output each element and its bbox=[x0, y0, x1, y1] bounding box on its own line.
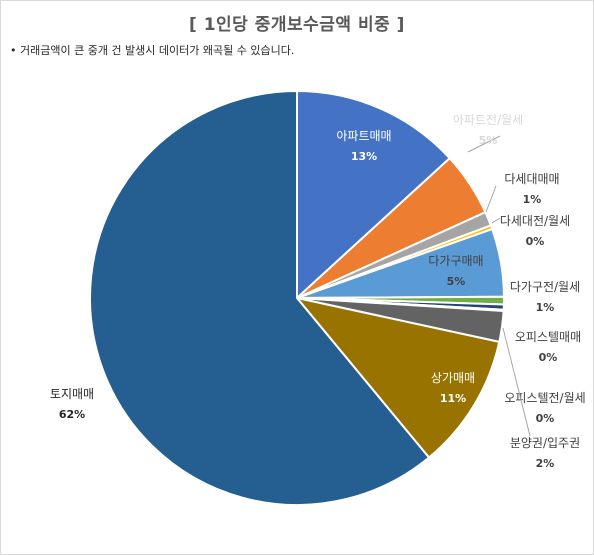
slice-percent-label: 5% bbox=[479, 134, 498, 147]
slice-percent-label: 5% bbox=[447, 275, 466, 288]
pie-slice bbox=[89, 90, 430, 506]
slice-percent-label: 2% bbox=[536, 457, 555, 470]
leader-line bbox=[467, 135, 501, 153]
slice-percent-label: 0% bbox=[536, 412, 555, 425]
leader-line bbox=[491, 217, 501, 224]
slice-name-label: 토지매매 bbox=[50, 387, 94, 401]
slice-name-label: 상가매매 bbox=[431, 371, 475, 385]
leader-line bbox=[485, 185, 497, 213]
leader-line bbox=[502, 327, 531, 437]
slice-percent-label: 0% bbox=[526, 235, 545, 248]
slice-name-label: 아파트매매 bbox=[336, 129, 391, 143]
slice-percent-label: 0% bbox=[539, 351, 558, 364]
slice-percent-label: 13% bbox=[351, 150, 377, 163]
pie-slice bbox=[296, 297, 501, 459]
pie-slice bbox=[296, 90, 451, 299]
slice-percent-label: 62% bbox=[59, 408, 85, 421]
slice-name-label: 다가구전/월세 bbox=[510, 280, 580, 294]
slice-name-label: 오피스텔전/월세 bbox=[504, 391, 585, 405]
slice-name-label: 분양권/입주권 bbox=[510, 436, 580, 450]
slice-name-label: 다세대매매 bbox=[504, 172, 559, 186]
chart-title: [ 1인당 중개보수금액 비중 ] bbox=[189, 15, 405, 35]
slice-name-label: 오피스텔매매 bbox=[515, 330, 581, 344]
slice-name-label: 아파트전/월세 bbox=[453, 113, 523, 127]
slice-percent-label: 1% bbox=[536, 301, 555, 314]
slice-percent-label: 11% bbox=[440, 392, 466, 405]
slice-percent-label: 1% bbox=[523, 193, 542, 206]
slice-name-label: 다세대전/월세 bbox=[500, 214, 570, 228]
slice-name-label: 다가구매매 bbox=[428, 254, 483, 268]
chart-note: • 거래금액이 큰 중개 건 발생시 데이터가 왜곡될 수 있습니다. bbox=[10, 44, 295, 57]
